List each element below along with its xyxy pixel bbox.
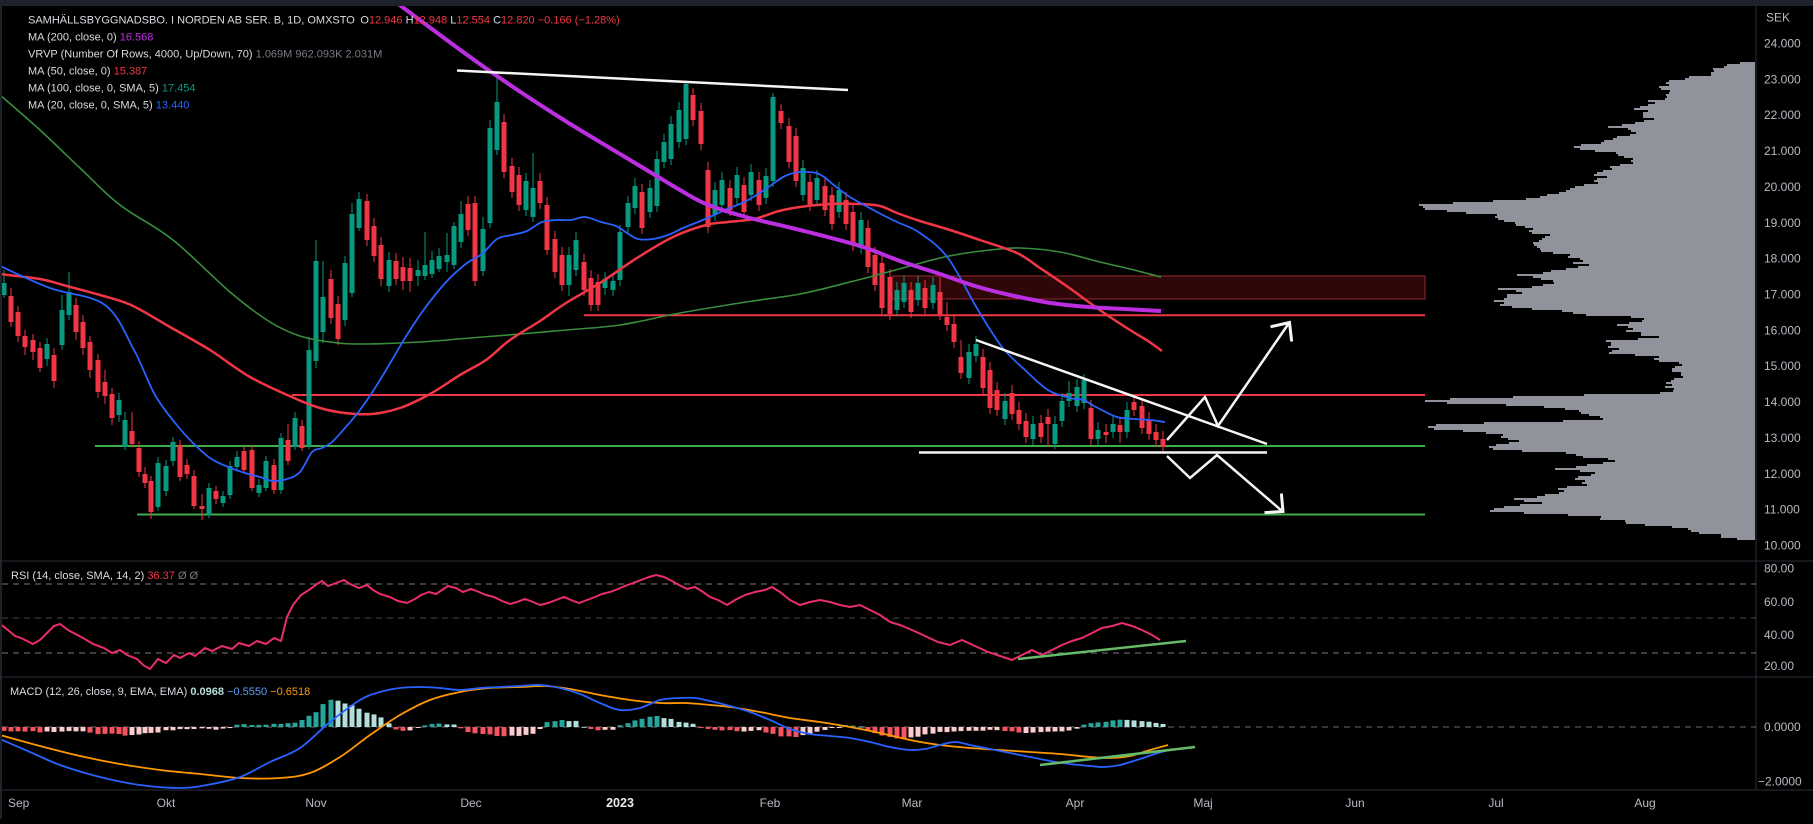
svg-text:22.000: 22.000 (1764, 108, 1801, 122)
svg-text:12.000: 12.000 (1764, 467, 1801, 481)
svg-text:20.00: 20.00 (1764, 659, 1794, 673)
svg-text:21.000: 21.000 (1764, 144, 1801, 158)
svg-text:MA (200, close, 0) 16.568: MA (200, close, 0) 16.568 (28, 32, 153, 44)
svg-text:Jun: Jun (1345, 796, 1364, 810)
svg-text:16.000: 16.000 (1764, 323, 1801, 337)
svg-text:11.000: 11.000 (1764, 503, 1800, 517)
svg-text:VRVP (Number Of Rows, 4000, Up: VRVP (Number Of Rows, 4000, Up/Down, 70)… (28, 49, 382, 61)
svg-text:60.00: 60.00 (1764, 595, 1794, 609)
svg-text:MA (50, close, 0) 15.387: MA (50, close, 0) 15.387 (28, 66, 147, 78)
svg-text:MA (20, close, 0, SMA, 5) 13.4: MA (20, close, 0, SMA, 5) 13.440 (28, 100, 189, 112)
svg-text:13.000: 13.000 (1764, 431, 1801, 445)
svg-text:Nov: Nov (305, 796, 326, 810)
svg-text:19.000: 19.000 (1764, 216, 1801, 230)
svg-text:MA (100, close, 0, SMA, 5) 17.: MA (100, close, 0, SMA, 5) 17.454 (28, 83, 196, 95)
svg-text:Apr: Apr (1066, 796, 1085, 810)
svg-text:80.00: 80.00 (1764, 561, 1794, 575)
svg-text:SEK: SEK (1766, 11, 1790, 25)
svg-text:−2.0000: −2.0000 (1758, 775, 1802, 789)
svg-text:10.000: 10.000 (1764, 539, 1801, 553)
svg-text:SAMHÄLLSBYGGNADSBO. I NORDEN A: SAMHÄLLSBYGGNADSBO. I NORDEN AB SER. B, … (28, 15, 620, 27)
svg-text:2023: 2023 (606, 796, 634, 810)
svg-text:23.000: 23.000 (1764, 72, 1801, 86)
svg-text:14.000: 14.000 (1764, 395, 1801, 409)
svg-text:0.0000: 0.0000 (1764, 720, 1801, 734)
svg-text:Aug: Aug (1634, 796, 1655, 810)
svg-text:17.000: 17.000 (1764, 288, 1801, 302)
svg-text:24.000: 24.000 (1764, 37, 1801, 51)
svg-text:15.000: 15.000 (1764, 359, 1801, 373)
svg-text:40.00: 40.00 (1764, 628, 1794, 642)
svg-text:Feb: Feb (760, 796, 781, 810)
svg-text:Dec: Dec (460, 796, 481, 810)
svg-text:MACD (12, 26, close, 9, EMA, E: MACD (12, 26, close, 9, EMA, EMA) 0.0968… (10, 686, 310, 698)
svg-text:Mar: Mar (902, 796, 923, 810)
svg-text:RSI (14, close, SMA, 14, 2) 36: RSI (14, close, SMA, 14, 2) 36.37 Ø Ø (11, 570, 199, 582)
svg-text:Jul: Jul (1488, 796, 1503, 810)
svg-text:Maj: Maj (1193, 796, 1212, 810)
svg-text:20.000: 20.000 (1764, 180, 1801, 194)
svg-text:Sep: Sep (8, 796, 30, 810)
svg-text:18.000: 18.000 (1764, 252, 1801, 266)
svg-text:Okt: Okt (157, 796, 176, 810)
